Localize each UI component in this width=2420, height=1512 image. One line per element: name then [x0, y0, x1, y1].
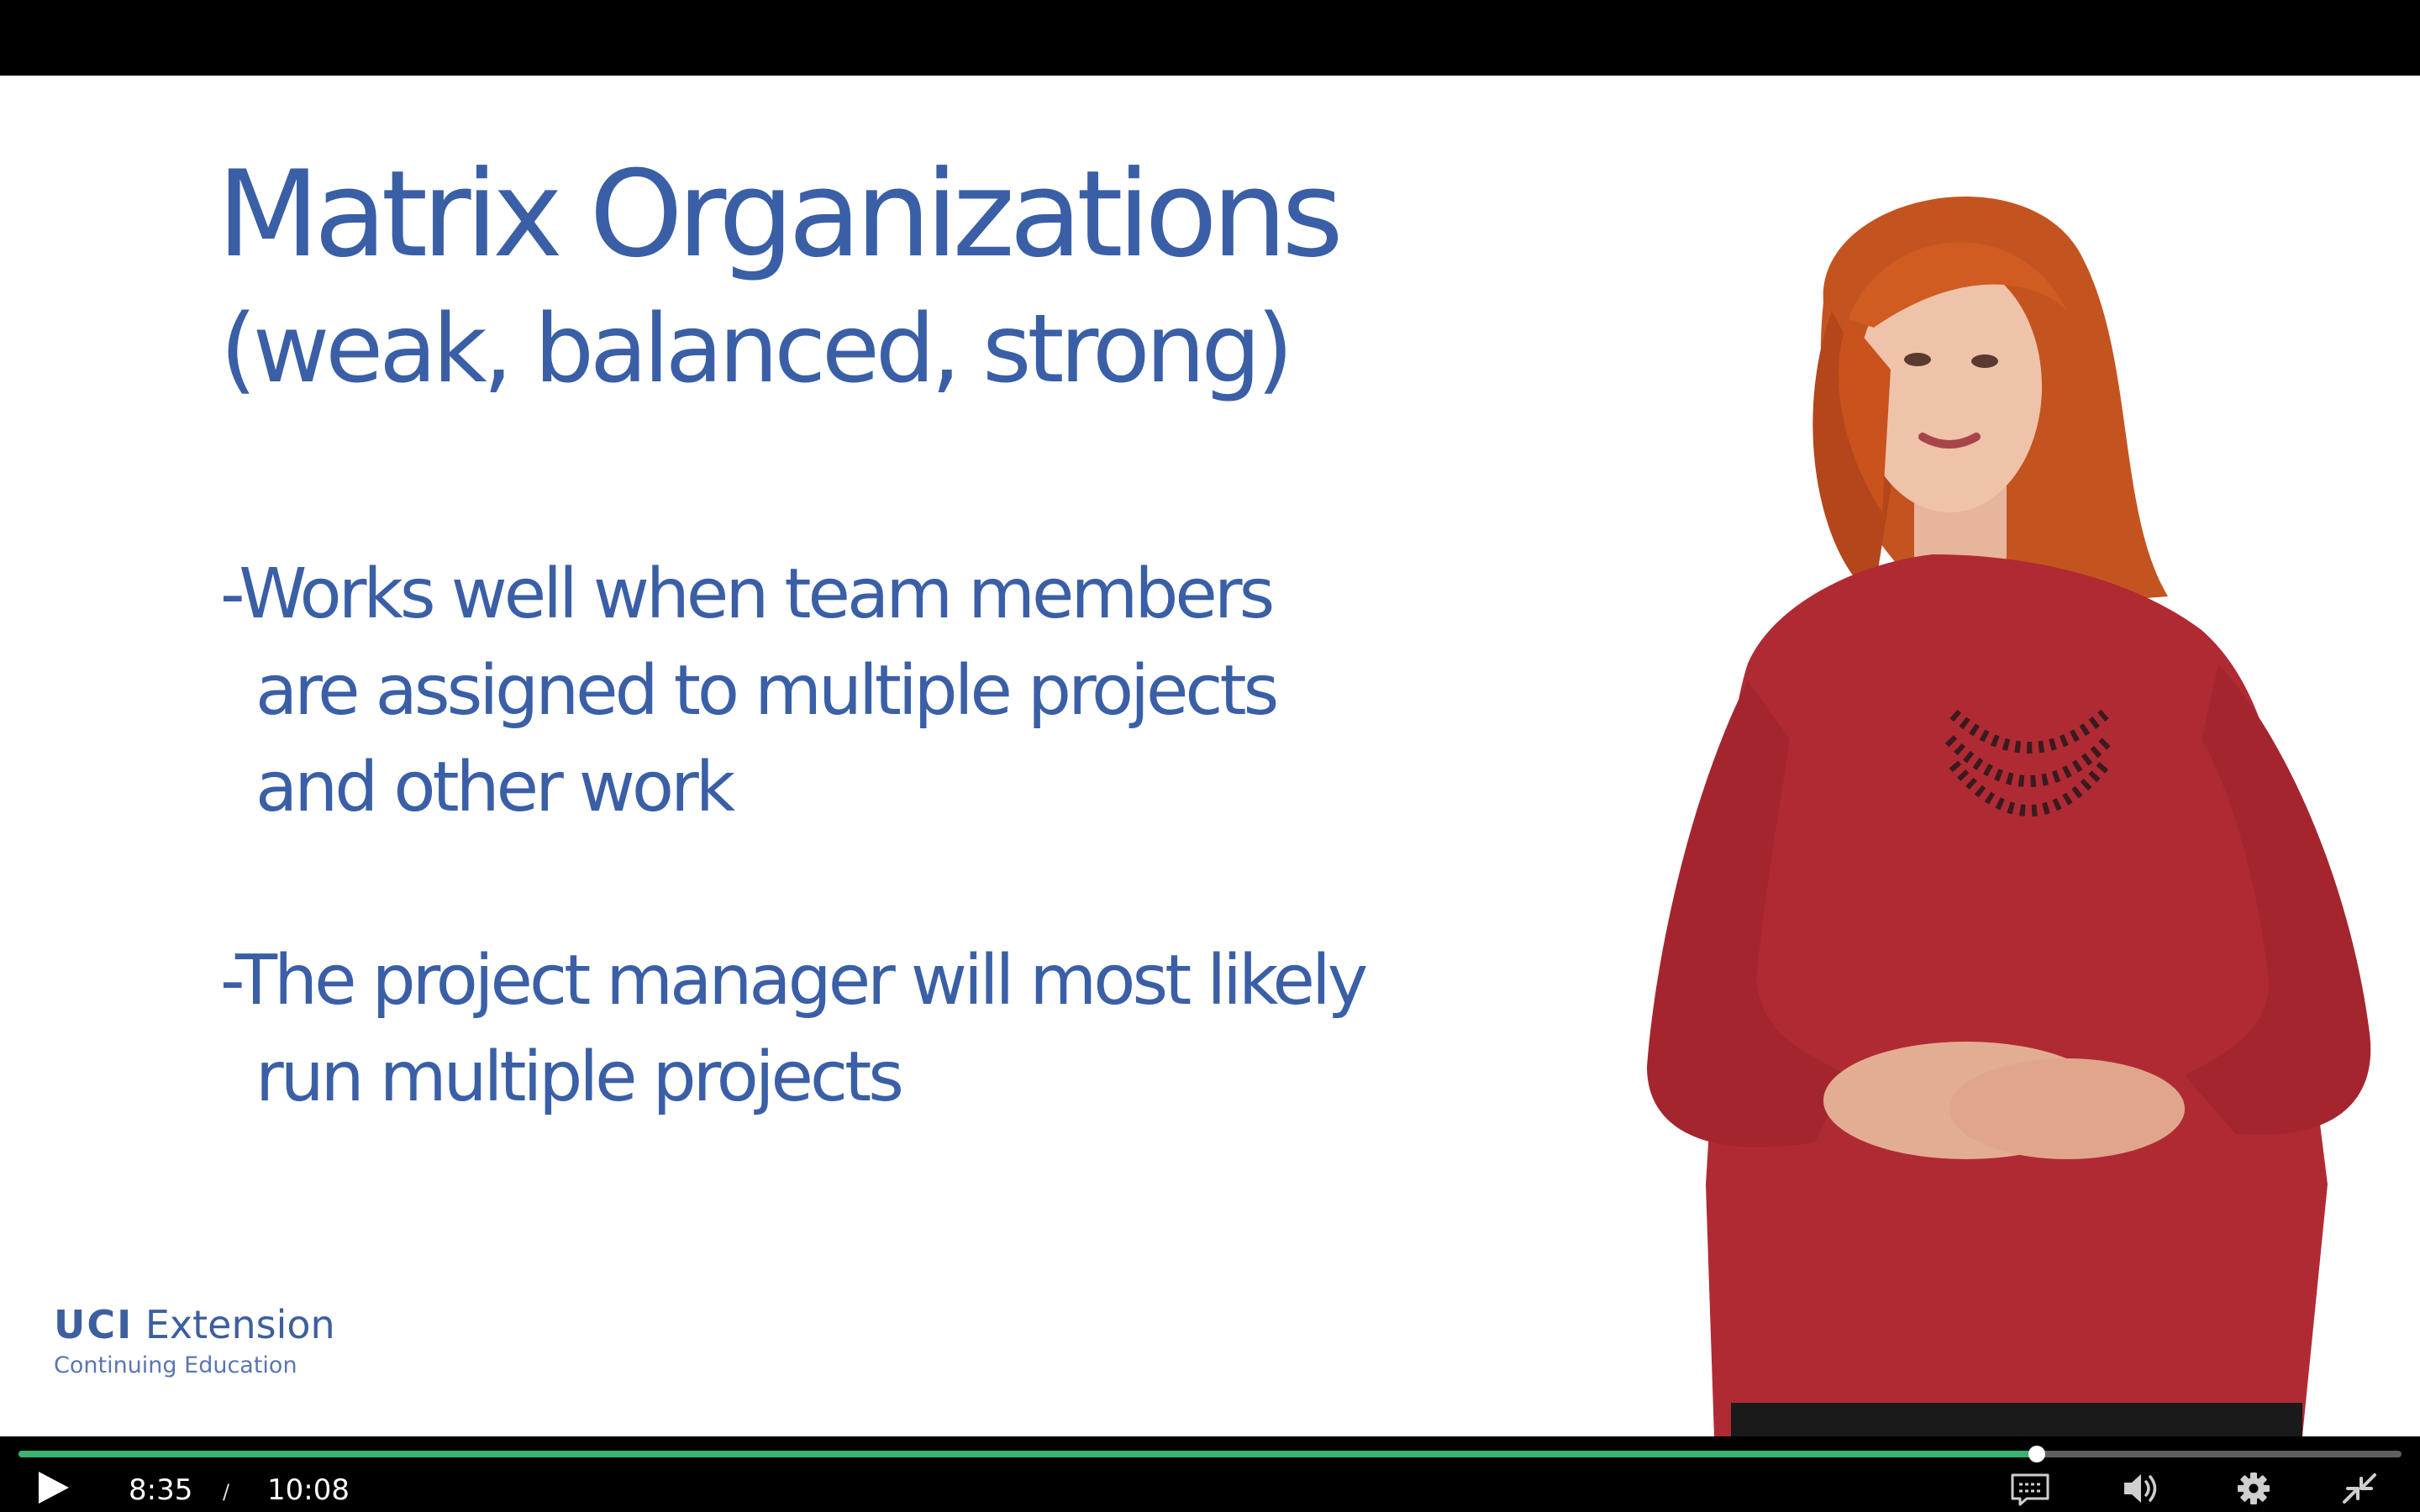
slide-subtitle: (weak, balanced, strong): [220, 295, 1293, 404]
logo-tagline: Continuing Education: [54, 1352, 297, 1378]
bullet-line: and other work: [255, 748, 735, 827]
bullet-line: are assigned to multiple projects: [255, 651, 1279, 731]
time-separator: /: [223, 1480, 230, 1504]
video-frame[interactable]: Matrix Organizations (weak, balanced, st…: [0, 76, 2420, 1436]
play-icon[interactable]: [34, 1468, 74, 1507]
bullet-line: run multiple projects: [255, 1037, 904, 1117]
progress-handle[interactable]: [2028, 1446, 2046, 1462]
logo-brand-bold: UCI: [54, 1302, 134, 1347]
gear-icon[interactable]: [2233, 1470, 2274, 1507]
uci-extension-logo: UCI Extension Continuing Education: [54, 1302, 335, 1378]
bullet-point: -The project manager will most likely ru…: [220, 932, 1368, 1126]
logo-brand: UCI Extension: [54, 1302, 335, 1347]
exit-fullscreen-icon[interactable]: [2339, 1470, 2380, 1507]
captions-icon[interactable]: [2010, 1470, 2050, 1507]
volume-icon[interactable]: [2121, 1470, 2161, 1507]
control-bar: 8:35 / 10:08: [0, 1436, 2420, 1512]
bullet-line: -The project manager will most likely: [220, 941, 1368, 1021]
progress-fill: [18, 1451, 2038, 1457]
logo-brand-rest: Extension: [145, 1302, 335, 1347]
letterbox-top: [0, 0, 2420, 76]
presenter-image: [1647, 196, 2371, 1436]
bullet-line: -Works well when team members: [220, 554, 1275, 634]
progress-bar[interactable]: [18, 1446, 2402, 1462]
slide-title: Matrix Organizations: [217, 145, 1344, 284]
bullet-point: -Works well when team members are assign…: [220, 546, 1279, 836]
duration: 10:08: [267, 1473, 350, 1507]
current-time: 8:35: [129, 1473, 193, 1507]
